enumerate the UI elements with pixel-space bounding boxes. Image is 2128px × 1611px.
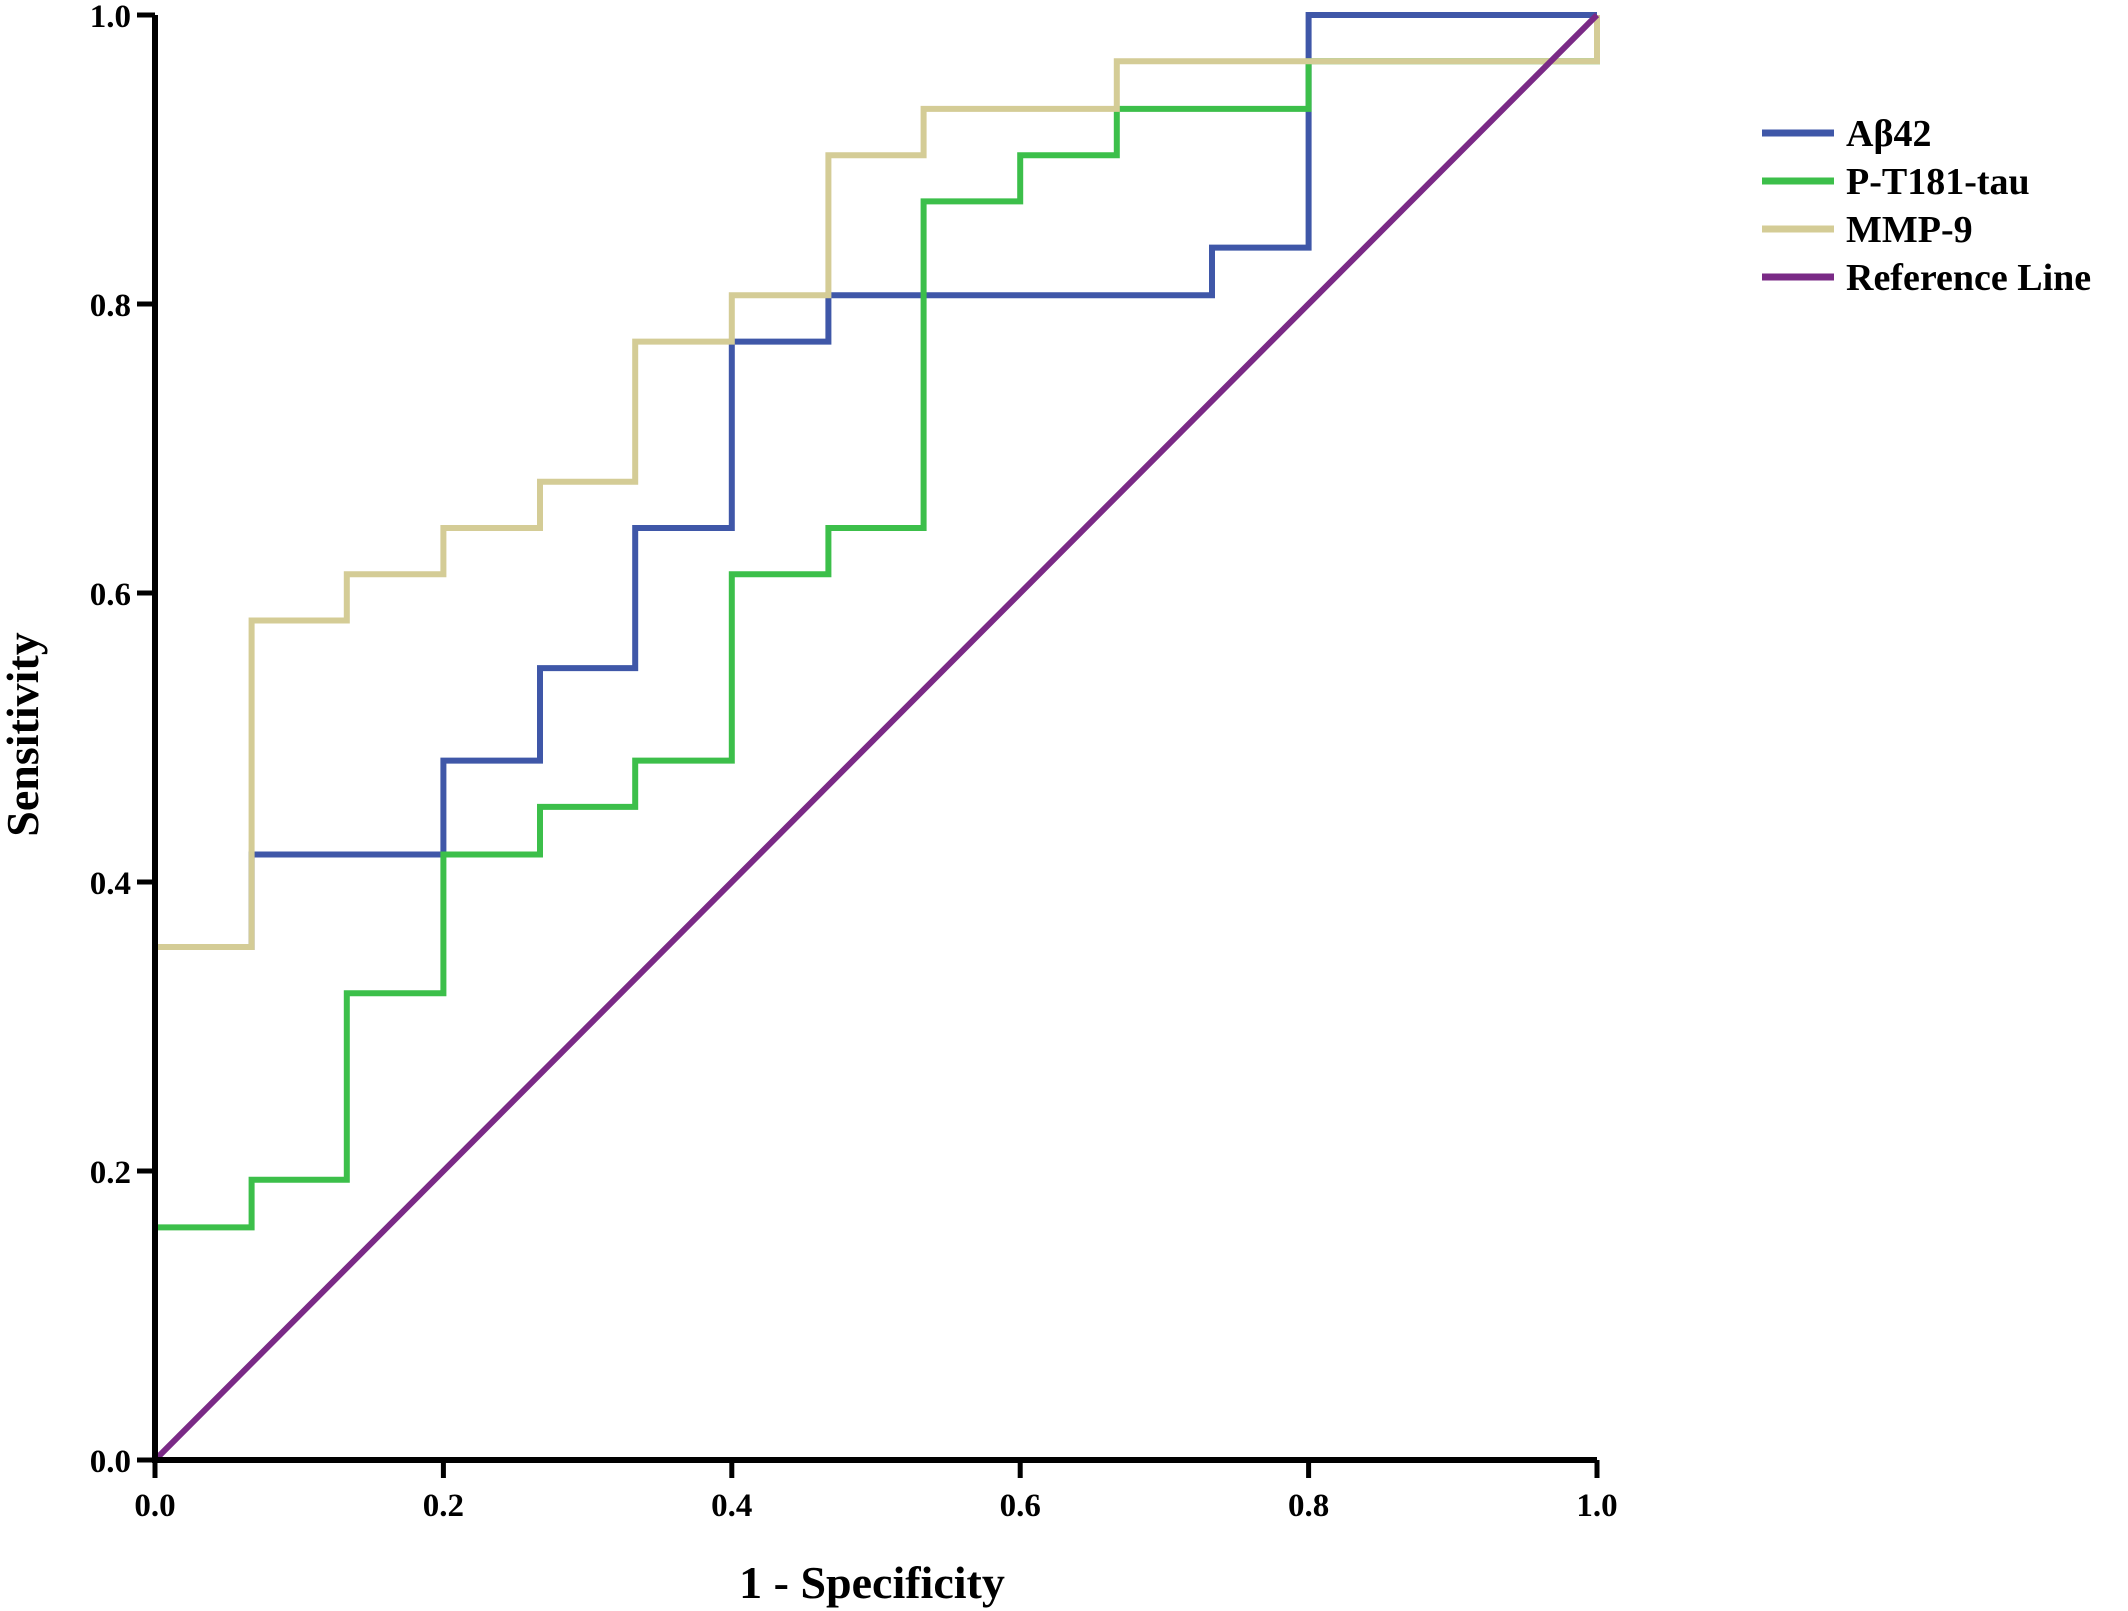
x-tick-label: 0.8 <box>1288 1488 1329 1524</box>
series-line-1 <box>152 15 1600 1460</box>
x-tick-label: 0.0 <box>134 1488 175 1524</box>
legend-label: Reference Line <box>1846 257 2091 299</box>
legend-label: MMP-9 <box>1846 209 1973 251</box>
x-tick-label: 0.2 <box>423 1488 464 1524</box>
x-axis-title: 1 - Specificity <box>739 1557 1005 1608</box>
y-tick-label: 0.6 <box>90 577 131 613</box>
x-tick-label: 1.0 <box>1576 1488 1617 1524</box>
legend: Aβ42 P-T181-tau MMP-9 Reference Line <box>1762 113 2091 299</box>
y-tick-label: 0.0 <box>90 1444 131 1480</box>
x-tick-label: 0.4 <box>711 1488 752 1524</box>
series-line-3 <box>152 12 1600 1463</box>
y-tick-label: 0.4 <box>90 866 131 902</box>
legend-label: P-T181-tau <box>1846 161 2030 203</box>
y-axis-title: Sensitivity <box>0 632 48 836</box>
y-tick-label: 1.0 <box>90 0 131 35</box>
x-tick-label: 0.6 <box>1000 1488 1041 1524</box>
y-tick-label: 0.8 <box>90 288 131 324</box>
y-axis-ticks: 0.0 0.2 0.4 0.6 0.8 1.0 <box>90 0 155 1480</box>
x-axis-ticks: 0.0 0.2 0.4 0.6 0.8 1.0 <box>134 1460 1618 1524</box>
y-tick-label: 0.2 <box>90 1155 131 1191</box>
series-line-2 <box>152 15 1600 1460</box>
series-layer <box>152 12 1600 1463</box>
legend-label: Aβ42 <box>1846 113 1931 155</box>
